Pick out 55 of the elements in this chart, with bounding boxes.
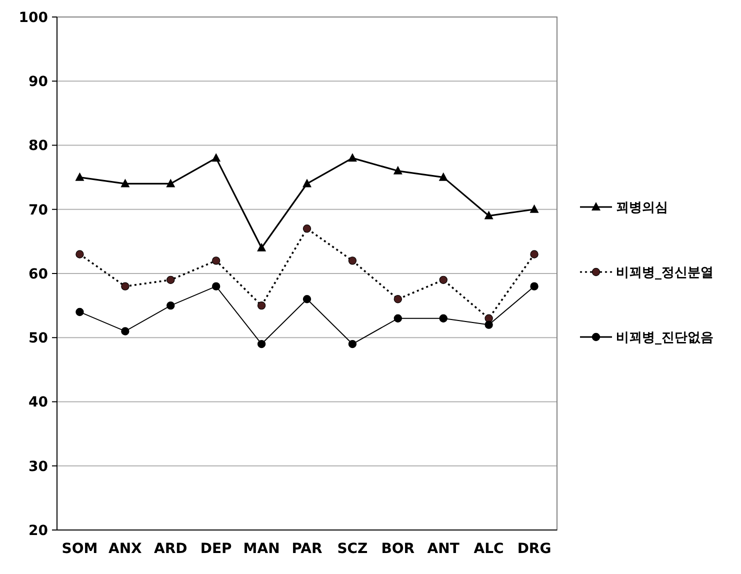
- point: [257, 242, 266, 252]
- x-tick-label: BOR: [381, 541, 415, 557]
- point: [166, 301, 175, 310]
- y-tick-label: 80: [28, 138, 48, 154]
- point: [212, 256, 220, 265]
- y-tick-label: 60: [28, 266, 48, 282]
- y-tick-label: 70: [28, 202, 48, 218]
- y-tick-label: 50: [28, 330, 48, 347]
- point: [348, 340, 357, 348]
- point: [530, 250, 538, 258]
- x-tick-label: PAR: [292, 541, 323, 557]
- x-tick-label: DRG: [517, 541, 552, 557]
- x-tick-label: DEP: [200, 541, 232, 557]
- point: [121, 282, 130, 290]
- x-tick-label: MAN: [243, 541, 280, 557]
- point: [484, 210, 494, 220]
- x-tick-label: ANX: [108, 541, 142, 557]
- legend-label: 비꾀병_정신분열: [616, 266, 714, 281]
- point: [439, 314, 448, 322]
- point: [257, 301, 266, 310]
- point: [212, 153, 221, 162]
- point: [484, 320, 493, 329]
- point: [302, 295, 312, 304]
- point: [75, 172, 84, 181]
- point: [438, 172, 448, 181]
- point: [212, 282, 220, 290]
- y-tick-label: 100: [18, 10, 48, 26]
- point: [530, 204, 539, 213]
- point: [76, 308, 84, 316]
- point: [120, 178, 130, 188]
- x-tick-label: ANT: [427, 541, 460, 557]
- y-tick-label: 20: [28, 522, 48, 539]
- x-tick-label: SOM: [62, 541, 98, 557]
- legend-label: 비꾀병_진단없음: [616, 330, 714, 346]
- x-tick-label: ARD: [154, 541, 188, 557]
- point: [166, 178, 176, 188]
- point: [348, 153, 357, 162]
- point: [439, 276, 448, 284]
- x-tick-label: SCZ: [337, 541, 368, 557]
- y-tick-label: 30: [28, 458, 48, 475]
- point: [394, 295, 402, 304]
- point: [393, 166, 402, 174]
- point: [394, 314, 402, 322]
- point: [121, 327, 130, 336]
- y-tick-label: 40: [28, 394, 48, 411]
- point: [302, 224, 312, 233]
- point: [530, 282, 538, 290]
- point: [348, 256, 357, 265]
- point: [302, 178, 312, 188]
- x-tick-label: ALC: [474, 541, 504, 557]
- point: [257, 340, 266, 348]
- point: [76, 250, 84, 258]
- point: [166, 276, 175, 284]
- y-tick-label: 90: [28, 74, 48, 90]
- legend-label: 꾀병의심: [616, 200, 668, 216]
